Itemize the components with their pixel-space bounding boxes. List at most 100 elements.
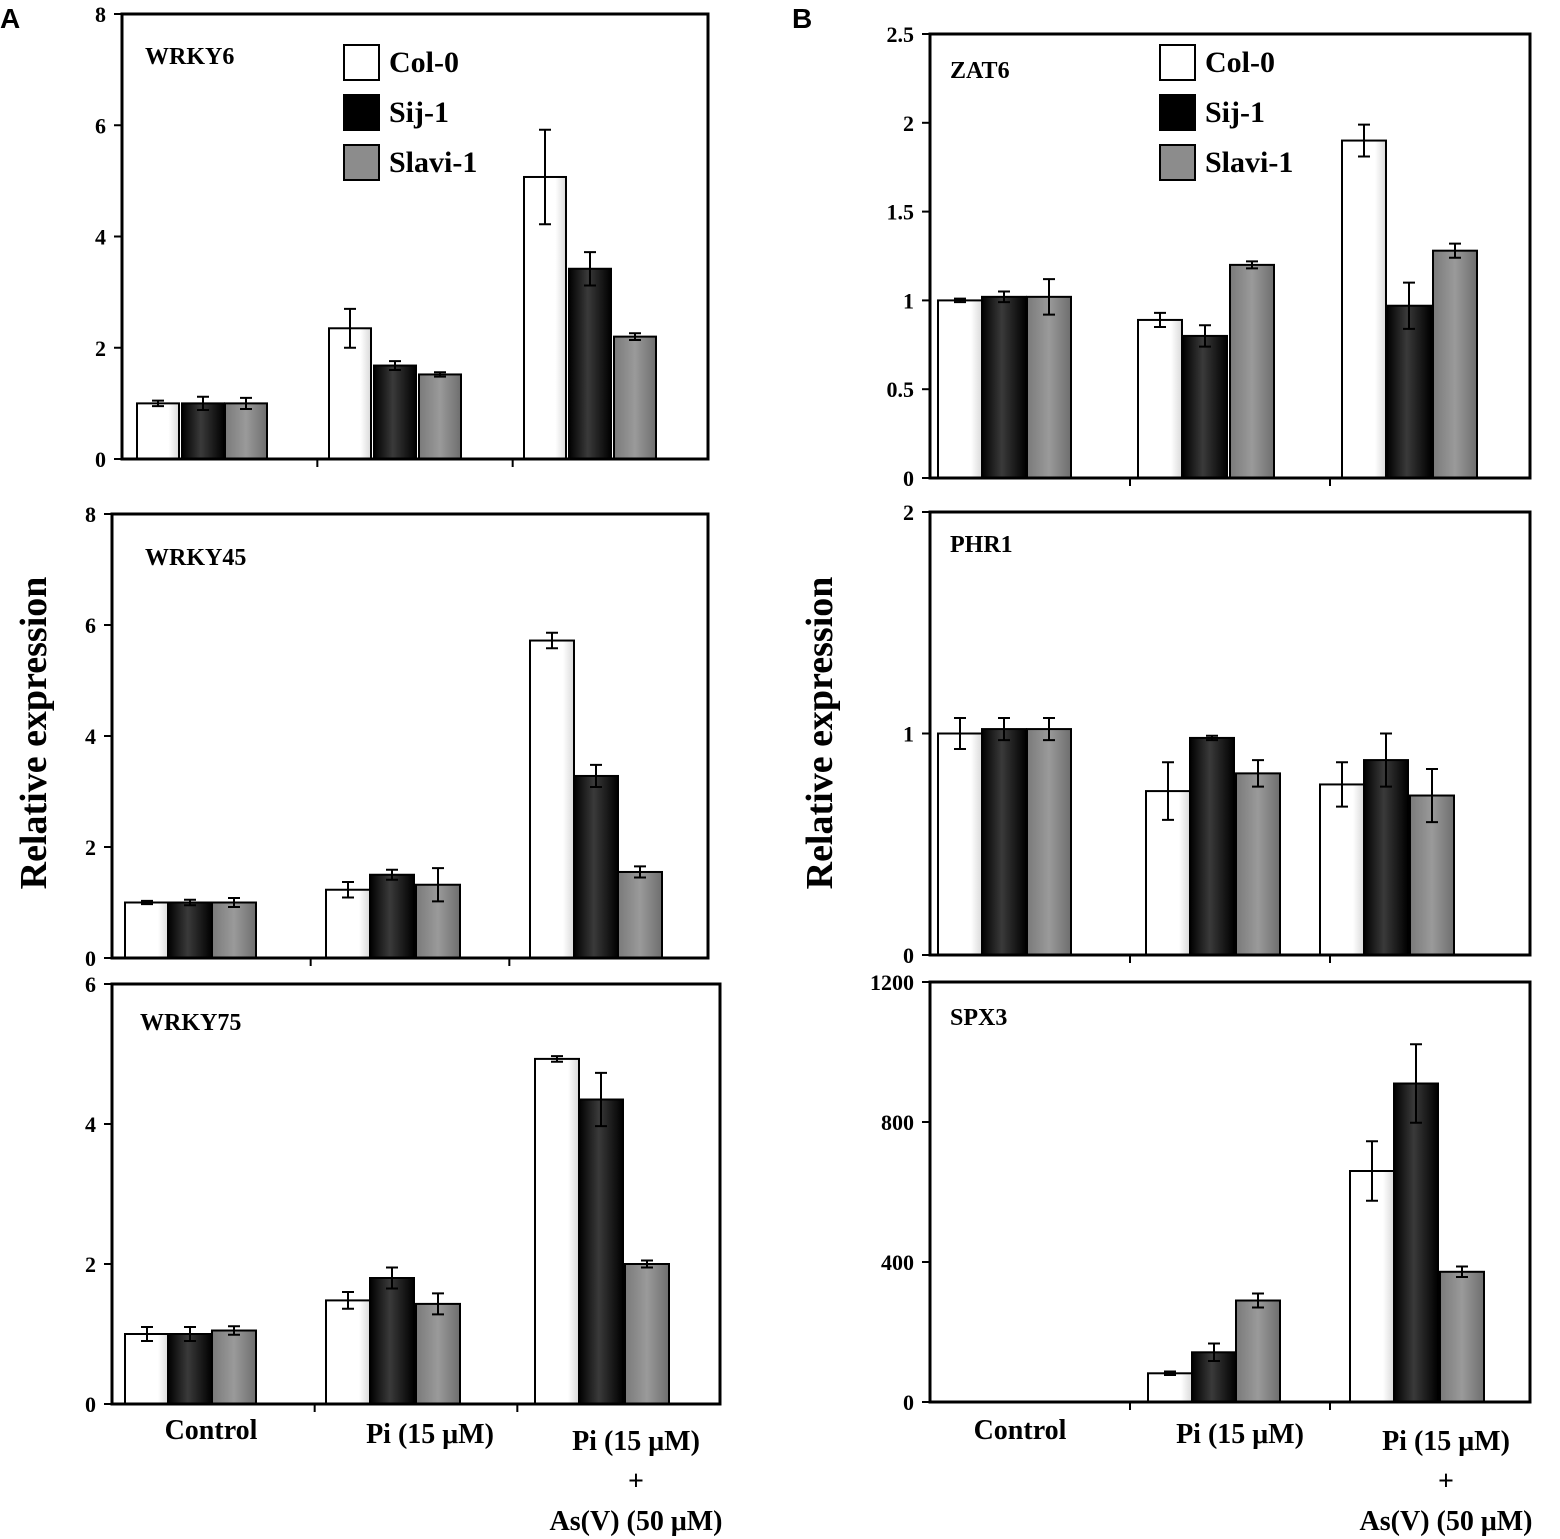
error-bar-sij-1-group-0 [184, 898, 196, 907]
error-bar-sij-1-group-2 [590, 763, 602, 789]
bar-col-0-group-0 [124, 1333, 170, 1405]
y-tick-label: 1 [903, 722, 914, 747]
y-tick-label: 8 [85, 502, 96, 527]
error-bar-slavi-1-group-1 [432, 1292, 444, 1316]
error-bar-sij-1-group-0 [998, 716, 1010, 742]
chart-title: WRKY75 [140, 1010, 241, 1036]
legend-label-col-0: Col-0 [1205, 46, 1275, 79]
error-bar-slavi-1-group-2 [1449, 242, 1461, 259]
bar-slavi-1-group-2 [624, 1263, 670, 1405]
chart-phr1: 0 1 2 PHR1 [903, 500, 1532, 968]
bar-sij-1-group-2 [1363, 759, 1409, 957]
bar-slavi-1-group-0 [211, 901, 257, 959]
y-tick-label: 8 [95, 2, 106, 27]
y-tick-label: 6 [85, 972, 96, 997]
error-bar-sij-1-group-1 [386, 868, 398, 881]
y-tick-label: 6 [95, 113, 106, 138]
legend-swatch-col-0 [343, 44, 380, 81]
y-tick-label: 0 [85, 1392, 96, 1417]
error-bar-sij-1-group-0 [998, 290, 1010, 304]
x-label-as: As(V) (50 μM) [1360, 1506, 1533, 1537]
y-tick-label: 400 [881, 1250, 914, 1275]
y-tick-label: 0 [85, 946, 96, 971]
bar-slavi-1-group-1 [418, 373, 462, 461]
bar-slavi-1-group-0 [211, 1329, 257, 1405]
y-tick-label: 0 [903, 943, 914, 968]
error-bar-slavi-1-group-1 [434, 371, 446, 378]
y-tick-label: 2 [903, 500, 914, 525]
bar-col-0-group-2 [1349, 1170, 1395, 1403]
legend-left: Col-0 Sij-1 Slavi-1 [343, 44, 477, 181]
error-bar-col-0-group-0 [152, 399, 164, 408]
bar-sij-1-group-1 [373, 364, 417, 460]
y-tick-label: 6 [85, 613, 96, 638]
error-bar-slavi-1-group-2 [1426, 767, 1438, 824]
legend-label-slavi-1: Slavi-1 [389, 146, 477, 179]
bar-sij-1-group-1 [1182, 334, 1228, 480]
panel-label-b: B [792, 3, 812, 34]
x-label-pi: Pi (15 μM) [366, 1419, 494, 1450]
legend-right: Col-0 Sij-1 Slavi-1 [1159, 44, 1293, 181]
bar-col-0-group-1 [325, 888, 371, 959]
error-bar-sij-1-group-2 [1380, 732, 1392, 788]
error-bar-col-0-group-2 [1336, 761, 1348, 808]
error-bar-slavi-1-group-1 [1246, 260, 1258, 270]
y-tick-label: 2.5 [887, 22, 915, 47]
bar-slavi-1-group-2 [1432, 249, 1478, 479]
bar-sij-1-group-2 [578, 1098, 624, 1405]
error-bar-col-0-group-2 [1358, 123, 1370, 158]
bar-col-0-group-2 [1341, 139, 1387, 479]
bar-col-0-group-1 [1137, 318, 1183, 479]
y-tick-label: 0 [903, 466, 914, 491]
bar-sij-1-group-0 [981, 295, 1027, 479]
error-bar-sij-1-group-0 [197, 395, 209, 412]
chart-zat6: 0 0.5 1 1.5 2 2.5 ZAT6 [887, 22, 1532, 491]
bar-slavi-1-group-0 [1026, 295, 1072, 479]
error-bar-sij-1-group-1 [1206, 734, 1218, 742]
error-bar-sij-1-group-1 [1199, 324, 1211, 348]
bar-col-0-group-1 [325, 1299, 371, 1406]
y-tick-label: 0 [95, 447, 106, 472]
error-bar-sij-1-group-2 [1410, 1043, 1422, 1124]
error-bar-slavi-1-group-0 [1043, 278, 1055, 316]
legend-label-slavi-1: Slavi-1 [1205, 146, 1293, 179]
error-bar-col-0-group-0 [954, 716, 966, 751]
y-tick-label: 2 [903, 111, 914, 136]
bar-col-0-group-1 [1147, 1372, 1193, 1404]
x-label-pi-as: Pi (15 μM) [1382, 1426, 1510, 1457]
y-tick-label: 0.5 [887, 377, 915, 402]
error-bar-sij-1-group-2 [595, 1071, 607, 1128]
x-label-pi: Pi (15 μM) [1176, 1419, 1304, 1450]
y-tick-label: 4 [85, 724, 96, 749]
error-bar-slavi-1-group-1 [1252, 759, 1264, 788]
error-bar-slavi-1-group-0 [240, 396, 252, 410]
legend-swatch-slavi-1 [1159, 144, 1196, 181]
error-bar-col-0-group-1 [342, 880, 354, 899]
error-bar-col-0-group-2 [1366, 1140, 1378, 1202]
x-label-pi-as: Pi (15 μM) [572, 1426, 700, 1457]
bar-slavi-1-group-2 [617, 870, 663, 959]
y-tick-label: 4 [95, 225, 106, 250]
error-bar-slavi-1-group-0 [228, 1325, 240, 1336]
x-category-labels-right: Control Pi (15 μM) Pi (15 μM) + As(V) (5… [974, 1415, 1533, 1537]
y-tick-label: 800 [881, 1110, 914, 1135]
bar-sij-1-group-0 [167, 901, 213, 959]
error-bar-slavi-1-group-2 [629, 332, 641, 341]
panel-label-a: A [0, 3, 20, 34]
bar-slavi-1-group-1 [1229, 263, 1275, 479]
bar-col-0-group-2 [534, 1057, 580, 1406]
error-bar-col-0-group-2 [551, 1055, 563, 1063]
x-label-as: As(V) (50 μM) [550, 1506, 723, 1537]
chart-spx3: 0 400 800 1200 SPX3 [870, 970, 1532, 1415]
bar-slavi-1-group-1 [415, 1302, 461, 1406]
error-bar-sij-1-group-1 [1208, 1342, 1220, 1363]
error-bar-col-0-group-1 [1164, 1370, 1176, 1377]
bar-col-0-group-2 [529, 639, 575, 959]
chart-title: PHR1 [950, 532, 1013, 558]
legend-swatch-sij-1 [1159, 94, 1196, 131]
bar-slavi-1-group-2 [1439, 1270, 1485, 1404]
bar-sij-1-group-2 [1393, 1082, 1439, 1403]
bar-sij-1-group-0 [981, 728, 1027, 956]
error-bar-sij-1-group-2 [584, 251, 596, 287]
